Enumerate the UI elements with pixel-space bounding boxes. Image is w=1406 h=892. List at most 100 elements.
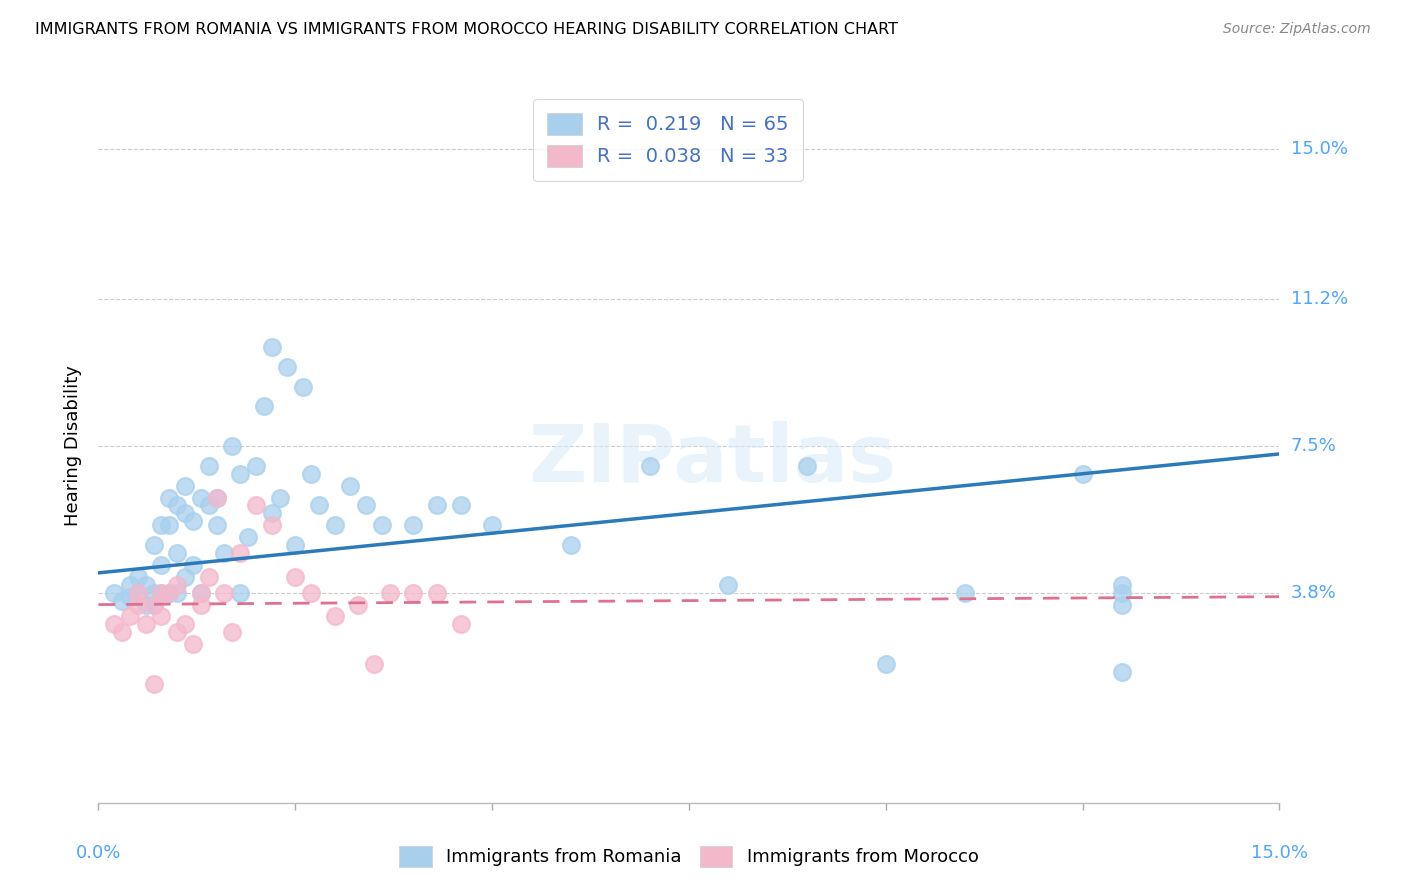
Point xyxy=(299,585,322,599)
Point xyxy=(135,617,157,632)
Point xyxy=(1111,578,1133,592)
Point xyxy=(284,570,307,584)
Point xyxy=(111,593,134,607)
Point xyxy=(197,499,219,513)
Text: IMMIGRANTS FROM ROMANIA VS IMMIGRANTS FROM MOROCCO HEARING DISABILITY CORRELATIO: IMMIGRANTS FROM ROMANIA VS IMMIGRANTS FR… xyxy=(35,22,898,37)
Point xyxy=(253,400,276,414)
Point xyxy=(142,598,165,612)
Point xyxy=(150,609,173,624)
Point xyxy=(323,609,346,624)
Point xyxy=(166,585,188,599)
Point xyxy=(190,598,212,612)
Text: 15.0%: 15.0% xyxy=(1251,845,1308,863)
Point xyxy=(166,546,188,560)
Point xyxy=(292,379,315,393)
Point xyxy=(426,585,449,599)
Point xyxy=(174,507,197,521)
Point xyxy=(323,518,346,533)
Point xyxy=(181,558,204,572)
Point xyxy=(127,585,149,599)
Text: Source: ZipAtlas.com: Source: ZipAtlas.com xyxy=(1223,22,1371,37)
Point xyxy=(339,478,361,492)
Point xyxy=(127,570,149,584)
Point xyxy=(269,491,291,505)
Point xyxy=(118,590,141,604)
Point xyxy=(174,617,197,632)
Point xyxy=(875,657,897,671)
Text: ZIPatlas: ZIPatlas xyxy=(529,421,897,500)
Point xyxy=(174,478,197,492)
Point xyxy=(174,570,197,584)
Point xyxy=(245,458,267,473)
Point xyxy=(214,546,236,560)
Point xyxy=(371,518,394,533)
Point xyxy=(354,499,377,513)
Point xyxy=(157,518,180,533)
Point xyxy=(214,585,236,599)
Point xyxy=(260,518,283,533)
Point xyxy=(347,598,370,612)
Point xyxy=(402,585,425,599)
Point xyxy=(308,499,330,513)
Text: 11.2%: 11.2% xyxy=(1291,290,1348,309)
Point xyxy=(157,585,180,599)
Point xyxy=(245,499,267,513)
Point xyxy=(560,538,582,552)
Point xyxy=(229,467,252,481)
Point xyxy=(221,439,243,453)
Point xyxy=(717,578,740,592)
Point xyxy=(127,598,149,612)
Point xyxy=(205,491,228,505)
Point xyxy=(796,458,818,473)
Point xyxy=(142,585,165,599)
Point xyxy=(135,598,157,612)
Point xyxy=(221,625,243,640)
Point xyxy=(378,585,401,599)
Point xyxy=(118,578,141,592)
Point xyxy=(1071,467,1094,481)
Point xyxy=(205,491,228,505)
Point xyxy=(1111,585,1133,599)
Point xyxy=(450,617,472,632)
Point xyxy=(450,499,472,513)
Point xyxy=(284,538,307,552)
Point xyxy=(111,625,134,640)
Point xyxy=(205,518,228,533)
Point xyxy=(229,585,252,599)
Point xyxy=(481,518,503,533)
Point xyxy=(1111,598,1133,612)
Point xyxy=(157,491,180,505)
Point xyxy=(150,585,173,599)
Point xyxy=(135,578,157,592)
Point xyxy=(1111,665,1133,679)
Y-axis label: Hearing Disability: Hearing Disability xyxy=(63,366,82,526)
Point xyxy=(150,518,173,533)
Point xyxy=(127,585,149,599)
Point xyxy=(190,585,212,599)
Point xyxy=(236,530,259,544)
Point xyxy=(402,518,425,533)
Point xyxy=(260,507,283,521)
Point xyxy=(142,677,165,691)
Point xyxy=(229,546,252,560)
Text: 7.5%: 7.5% xyxy=(1291,437,1337,455)
Point xyxy=(181,514,204,528)
Point xyxy=(142,538,165,552)
Point xyxy=(197,570,219,584)
Point xyxy=(953,585,976,599)
Point xyxy=(363,657,385,671)
Legend: Immigrants from Romania, Immigrants from Morocco: Immigrants from Romania, Immigrants from… xyxy=(391,837,987,876)
Point xyxy=(197,458,219,473)
Point xyxy=(426,499,449,513)
Point xyxy=(166,499,188,513)
Point xyxy=(181,637,204,651)
Point xyxy=(157,585,180,599)
Point xyxy=(103,585,125,599)
Point xyxy=(260,340,283,354)
Point xyxy=(150,558,173,572)
Point xyxy=(638,458,661,473)
Point xyxy=(142,598,165,612)
Point xyxy=(150,585,173,599)
Point xyxy=(299,467,322,481)
Point xyxy=(276,359,298,374)
